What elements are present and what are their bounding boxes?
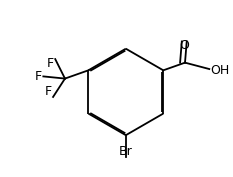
- Text: F: F: [35, 70, 42, 83]
- Text: Br: Br: [119, 145, 133, 158]
- Text: O: O: [179, 39, 189, 53]
- Text: OH: OH: [210, 64, 230, 76]
- Text: F: F: [45, 85, 52, 98]
- Text: F: F: [47, 57, 54, 70]
